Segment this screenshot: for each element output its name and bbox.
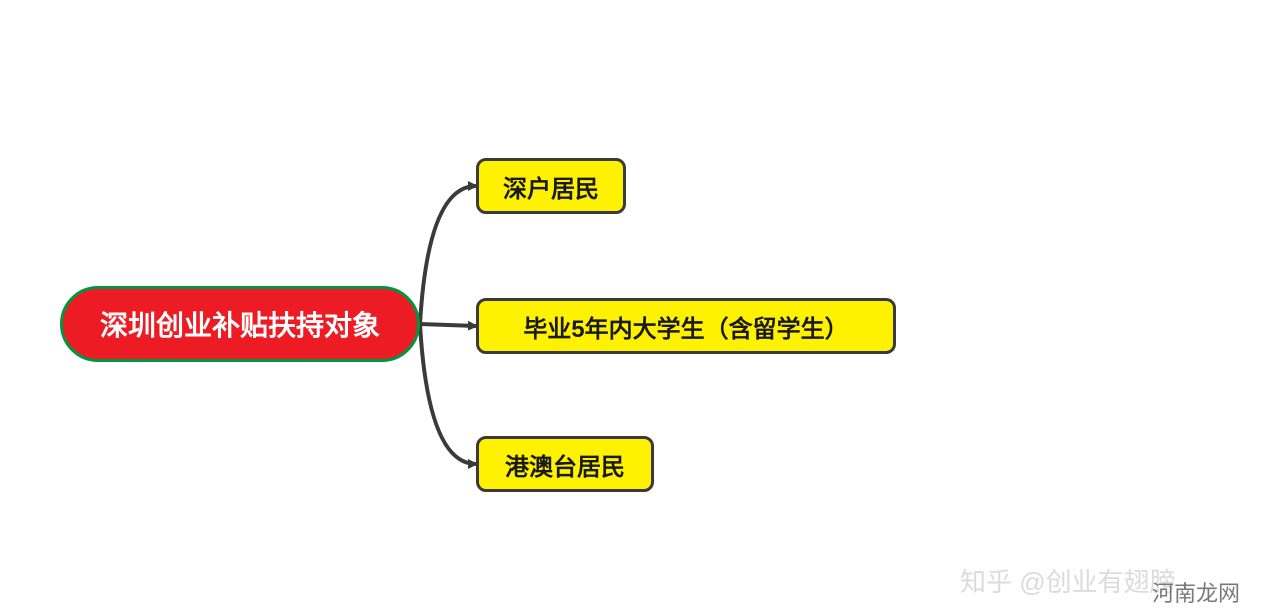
edge-1 xyxy=(420,324,476,326)
child-node-label: 毕业5年内大学生（含留学生） xyxy=(523,309,848,344)
child-node-0: 深户居民 xyxy=(476,158,626,214)
watermark-0: 知乎 @创业有翅膀 xyxy=(960,562,1176,599)
watermark-1: 河南龙网 xyxy=(1152,576,1240,608)
root-node-label: 深圳创业补贴扶持对象 xyxy=(100,304,380,344)
edge-0 xyxy=(420,186,476,324)
root-node: 深圳创业补贴扶持对象 xyxy=(60,286,420,362)
child-node-label: 港澳台居民 xyxy=(505,447,625,482)
child-node-label: 深户居民 xyxy=(503,169,599,204)
child-node-2: 港澳台居民 xyxy=(476,436,654,492)
edge-2 xyxy=(420,324,476,464)
child-node-1: 毕业5年内大学生（含留学生） xyxy=(476,298,896,354)
